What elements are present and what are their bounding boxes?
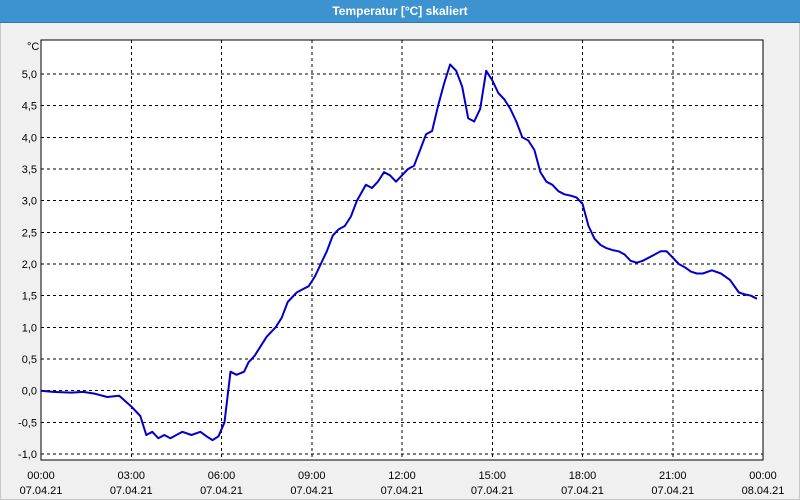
x-tick-date: 07.04.21 [651, 485, 694, 497]
y-tick-label: 3,5 [22, 164, 37, 176]
x-tick-time: 18:00 [569, 470, 597, 482]
x-tick-time: 00:00 [27, 470, 55, 482]
x-tick-date: 07.04.21 [200, 485, 243, 497]
x-tick-time: 12:00 [388, 470, 416, 482]
x-tick-time: 21:00 [659, 470, 687, 482]
x-tick-date: 07.04.21 [471, 485, 514, 497]
x-tick-time: 06:00 [208, 470, 236, 482]
y-axis-unit-label: °C [27, 41, 39, 53]
x-tick-time: 00:00 [749, 470, 777, 482]
y-tick-label: -0,5 [18, 417, 37, 429]
x-tick-time: 09:00 [298, 470, 326, 482]
y-tick-label: 3,0 [22, 196, 37, 208]
y-tick-label: 1,0 [22, 322, 37, 334]
x-tick-date: 07.04.21 [20, 485, 63, 497]
y-tick-label: 0,0 [22, 386, 37, 398]
y-tick-label: 1,5 [22, 291, 37, 303]
grid-layer [41, 40, 763, 460]
x-tick-date: 07.04.21 [381, 485, 424, 497]
y-tick-label: 2,0 [22, 259, 37, 271]
temperature-series-line [40, 63, 758, 442]
x-tick-date: 07.04.21 [290, 485, 333, 497]
x-tick-date: 08.04.21 [742, 485, 785, 497]
x-tick-date: 07.04.21 [561, 485, 604, 497]
y-tick-label: 4,5 [22, 101, 37, 113]
y-tick-label: 2,5 [22, 227, 37, 239]
y-tick-label: 5,0 [22, 69, 37, 81]
y-axis-ticks: 5,0 4,5 4,0 3,5 3,0 2,5 2,0 1,5 1,0 0,5 0,0 -0,5 -1,… [18, 69, 37, 461]
temperature-line-chart: °C 5,0 4,5 4,0 3,5 3,0 2,5 2,0 1,5 1,0 0,5 0,0 -0,5… [18, 39, 785, 497]
y-tick-label: -1,0 [18, 449, 37, 461]
chart-area: °C 5,0 4,5 4,0 3,5 3,0 2,5 2,0 1,5 1,0 0,5 0,0 -0,5… [0, 23, 800, 500]
plot-border [40, 39, 764, 461]
x-tick-time: 03:00 [117, 470, 145, 482]
y-tick-label: 4,0 [22, 132, 37, 144]
chart-window-title: Temperatur [°C] skaliert [0, 0, 800, 23]
y-tick-label: 0,5 [22, 354, 37, 366]
series-layer [40, 63, 758, 442]
x-axis-ticks: 00:00 07.04.21 03:00 07.04.21 06:00 07.04.21 0… [20, 470, 785, 497]
x-tick-time: 15:00 [478, 470, 506, 482]
x-tick-date: 07.04.21 [110, 485, 153, 497]
